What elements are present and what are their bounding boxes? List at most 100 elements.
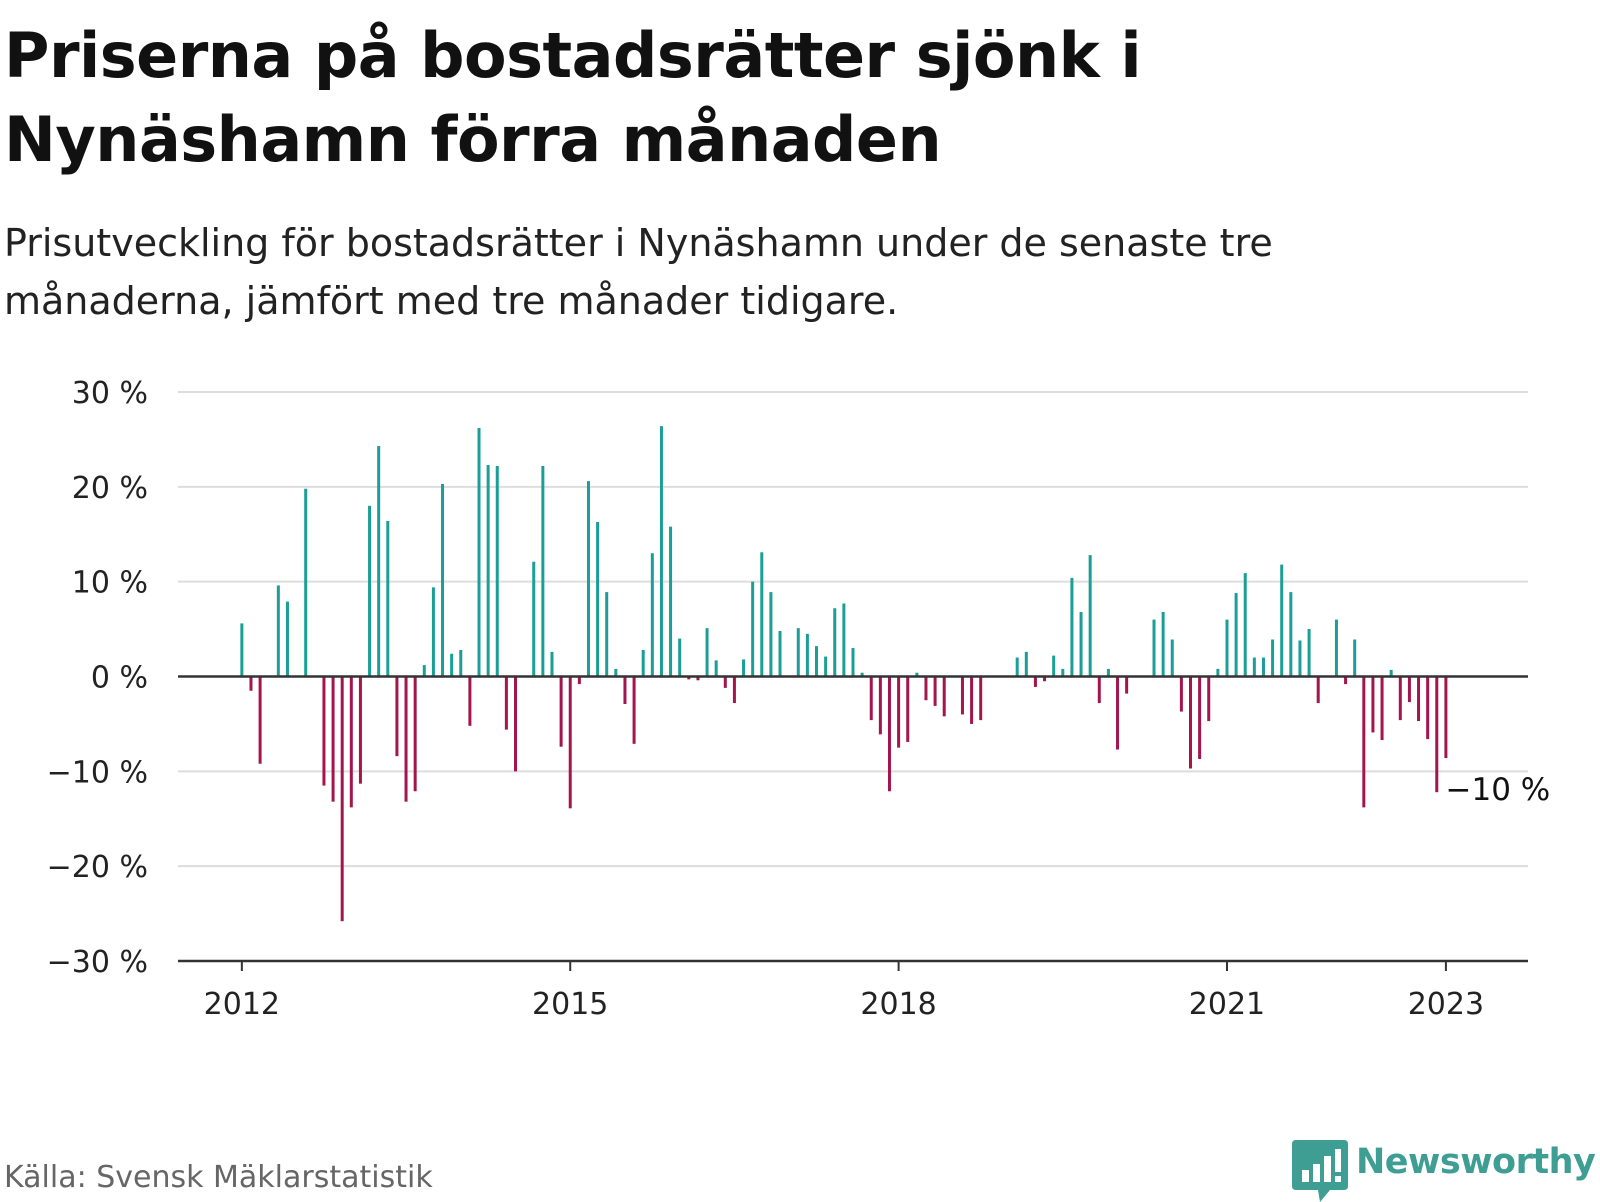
- bar: [778, 630, 782, 677]
- bar: [1216, 668, 1220, 677]
- x-tick-label: 2012: [204, 987, 280, 1022]
- bar: [678, 638, 682, 677]
- bar: [1435, 676, 1439, 793]
- bar: [568, 676, 572, 809]
- bar: [751, 581, 755, 677]
- bar: [732, 676, 736, 704]
- tick-labels: 30 % 20 % 10 % 0 % −10 % −20 % −30 % 2012 2015 20…: [47, 376, 1554, 1022]
- bar: [815, 646, 819, 677]
- bar: [1088, 555, 1092, 677]
- bar: [696, 676, 700, 681]
- bar: [395, 676, 399, 757]
- bar: [659, 426, 663, 677]
- bar: [842, 603, 846, 677]
- bar: [304, 488, 308, 677]
- bar: [1015, 657, 1019, 677]
- bar: [851, 648, 855, 677]
- bar: [486, 465, 490, 677]
- bar: [1179, 676, 1183, 712]
- bar: [897, 676, 901, 748]
- bar: [614, 668, 618, 677]
- bar: [1070, 577, 1074, 677]
- bar: [1189, 676, 1192, 769]
- bar: [249, 676, 253, 691]
- bar: [805, 633, 809, 677]
- bar: [358, 676, 362, 784]
- bar-chart: 30 % 20 % 10 % 0 % −10 % −20 % −30 % 2012 2015 20…: [46, 376, 1554, 1022]
- bar: [632, 676, 636, 744]
- bar: [1426, 676, 1430, 740]
- bar: [514, 676, 517, 772]
- bar: [596, 521, 600, 677]
- bar: [869, 676, 873, 721]
- bar: [1125, 676, 1129, 694]
- last-value-label: −10 %: [1446, 772, 1551, 808]
- bar: [459, 649, 463, 677]
- bar: [1161, 612, 1165, 677]
- bar: [1289, 592, 1293, 677]
- bar: [1261, 657, 1265, 677]
- bar: [1234, 593, 1238, 677]
- bar: [714, 660, 718, 677]
- bar: [431, 587, 435, 677]
- bar: [468, 676, 472, 726]
- bar: [1252, 657, 1256, 677]
- bar: [559, 676, 563, 747]
- bar: [1225, 619, 1229, 677]
- bar: [742, 659, 746, 677]
- bar: [641, 649, 645, 677]
- bar: [1389, 669, 1393, 677]
- bar: [1097, 676, 1101, 704]
- bar: [942, 676, 946, 717]
- bar: [441, 483, 445, 677]
- bar: [386, 520, 390, 677]
- bars: [240, 426, 1448, 922]
- bar: [1398, 676, 1402, 721]
- bar: [1407, 676, 1411, 703]
- bar: [285, 601, 289, 677]
- bar: [824, 656, 828, 677]
- bar: [422, 665, 426, 677]
- chart-subtitle: Prisutveckling för bostadsrätter i Nynäs…: [4, 221, 1273, 323]
- bar: [723, 676, 727, 688]
- bar: [960, 676, 964, 715]
- bar: [796, 628, 800, 677]
- bar: [1353, 639, 1357, 677]
- bar: [650, 553, 654, 677]
- bar: [532, 561, 536, 677]
- bar: [687, 676, 691, 680]
- bar: [906, 676, 910, 742]
- brand-name: Newsworthy: [1356, 1142, 1596, 1182]
- bar: [1280, 564, 1284, 677]
- bar: [1043, 676, 1047, 682]
- bar: [586, 481, 590, 677]
- bar: [1444, 676, 1448, 759]
- bar: [605, 592, 609, 677]
- bar: [240, 623, 244, 677]
- bar: [368, 505, 372, 677]
- bar: [1316, 676, 1320, 704]
- bar: [495, 465, 499, 677]
- bar: [404, 676, 408, 802]
- bar: [331, 676, 335, 802]
- bar: [933, 676, 937, 706]
- bar: [860, 672, 864, 677]
- bar: [669, 526, 673, 677]
- bar: [1061, 668, 1065, 677]
- bar: [450, 653, 454, 677]
- x-tick-label: 2015: [532, 987, 608, 1022]
- bar: [258, 676, 262, 764]
- bar-chart-speech-bubble-icon: [1292, 1140, 1348, 1202]
- bar: [577, 676, 581, 685]
- bar: [1243, 573, 1247, 677]
- bar: [878, 676, 882, 735]
- bar: [915, 672, 919, 677]
- y-tick-label: −10 %: [47, 755, 148, 790]
- bar: [1271, 639, 1275, 677]
- bar: [1079, 612, 1083, 677]
- bar: [322, 676, 326, 786]
- bar: [924, 676, 928, 701]
- bar: [377, 446, 381, 677]
- y-tick-label: 10 %: [72, 566, 148, 601]
- y-tick-label: 20 %: [72, 471, 148, 506]
